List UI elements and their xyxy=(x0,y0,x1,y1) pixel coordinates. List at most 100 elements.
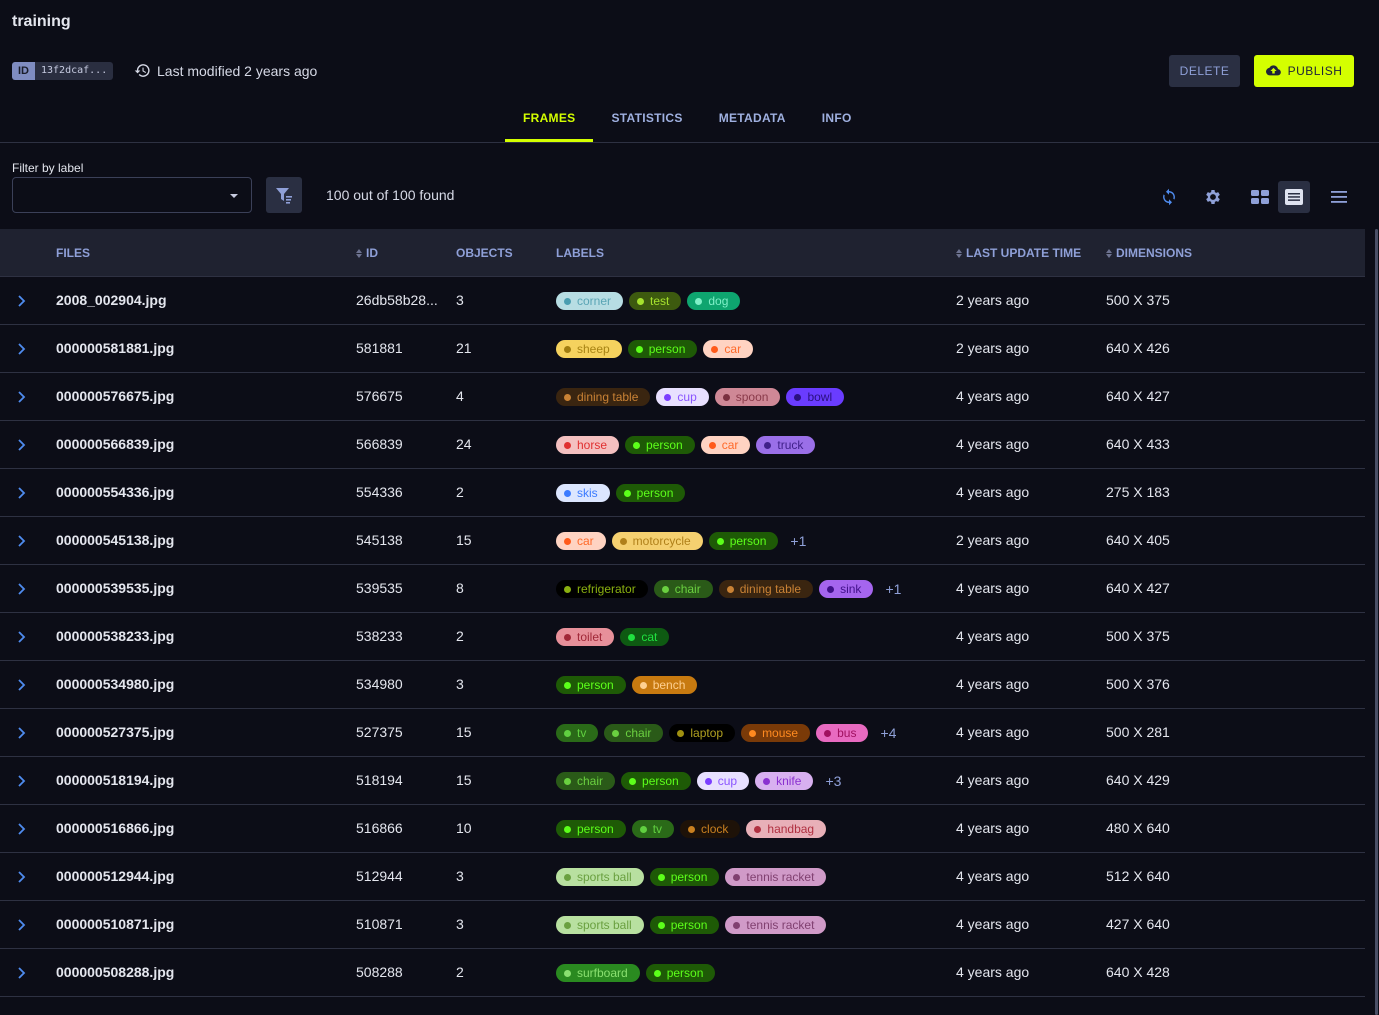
grid-view-button[interactable] xyxy=(1244,181,1276,213)
label-chip: tennis racket xyxy=(725,868,827,886)
last-update-time: 4 years ago xyxy=(956,964,1030,980)
file-name[interactable]: 000000566839.jpg xyxy=(56,436,175,452)
table-row[interactable]: 000000581881.jpg 581881 21 sheep person car 2 … xyxy=(0,325,1365,373)
object-count: 2 xyxy=(456,484,464,500)
delete-button[interactable]: DELETE xyxy=(1169,55,1240,87)
chevron-right-icon[interactable] xyxy=(16,342,28,361)
filter-by-label-select[interactable] xyxy=(12,177,252,213)
table-row[interactable]: 000000545138.jpg 545138 15 car motorcycle per… xyxy=(0,517,1365,565)
last-update-time: 4 years ago xyxy=(956,676,1030,692)
table-row[interactable]: 000000554336.jpg 554336 2 skis person 4 years… xyxy=(0,469,1365,517)
file-name[interactable]: 000000512944.jpg xyxy=(56,868,175,884)
file-name[interactable]: 000000538233.jpg xyxy=(56,628,175,644)
chevron-right-icon[interactable] xyxy=(16,390,28,409)
file-name[interactable]: 2008_002904.jpg xyxy=(56,292,167,308)
dimensions: 640 X 427 xyxy=(1106,388,1170,404)
label-dot xyxy=(657,921,665,929)
label-dot xyxy=(711,345,719,353)
table-row[interactable]: 000000510871.jpg 510871 3 sports ball person… xyxy=(0,901,1365,949)
tab-info[interactable]: INFO xyxy=(821,111,852,125)
label-dot xyxy=(564,681,571,689)
column-labels[interactable]: LABELS xyxy=(556,246,604,260)
id-badge[interactable]: ID 13f2dcaf... xyxy=(12,62,114,80)
column-objects-label: OBJECTS xyxy=(456,246,513,260)
column-last-update[interactable]: LAST UPDATE TIME xyxy=(956,246,1081,260)
more-labels-count[interactable]: +1 xyxy=(885,581,902,597)
table-row[interactable]: 000000508288.jpg 508288 2 surfboard person 4 … xyxy=(0,949,1365,997)
label-dot xyxy=(733,873,741,881)
file-name[interactable]: 000000576675.jpg xyxy=(56,388,175,404)
file-name[interactable]: 000000527375.jpg xyxy=(56,724,175,740)
tab-frames[interactable]: FRAMES xyxy=(505,100,594,142)
chevron-right-icon[interactable] xyxy=(16,678,28,697)
label-text: car xyxy=(577,534,594,548)
file-name[interactable]: 000000539535.jpg xyxy=(56,580,175,596)
chevron-right-icon[interactable] xyxy=(16,486,28,505)
publish-button[interactable]: PUBLISH xyxy=(1254,55,1354,87)
label-chip: clock xyxy=(680,820,741,838)
filter-button[interactable] xyxy=(266,177,302,213)
chevron-right-icon[interactable] xyxy=(16,582,28,601)
file-name[interactable]: 000000510871.jpg xyxy=(56,916,175,932)
menu-button[interactable] xyxy=(1323,181,1355,213)
refresh-button[interactable] xyxy=(1153,181,1185,213)
label-chip: toilet xyxy=(556,628,615,646)
label-list: horse person car truck xyxy=(556,436,816,454)
chevron-right-icon[interactable] xyxy=(16,774,28,793)
table-row[interactable]: 2008_002904.jpg 26db58b28... 3 corner test do… xyxy=(0,277,1365,325)
column-dimensions[interactable]: DIMENSIONS xyxy=(1106,246,1192,260)
more-labels-count[interactable]: +1 xyxy=(790,533,807,549)
file-name[interactable]: 000000518194.jpg xyxy=(56,772,175,788)
column-id[interactable]: ID xyxy=(356,246,378,260)
chevron-right-icon[interactable] xyxy=(16,438,28,457)
tab-metadata[interactable]: METADATA xyxy=(718,111,786,125)
chevron-right-icon[interactable] xyxy=(16,534,28,553)
table-row[interactable]: 000000534980.jpg 534980 3 person bench 4 year… xyxy=(0,661,1365,709)
chevron-right-icon[interactable] xyxy=(16,822,28,841)
table-row[interactable]: 000000518194.jpg 518194 15 chair person cup kn… xyxy=(0,757,1365,805)
table-row[interactable]: 000000566839.jpg 566839 24 horse person car tr… xyxy=(0,421,1365,469)
table-row[interactable]: 000000527375.jpg 527375 15 tv chair laptop mou… xyxy=(0,709,1365,757)
label-text: corner xyxy=(577,294,612,308)
label-list: refrigerator chair dining table sink +1 xyxy=(556,580,901,598)
table-row[interactable]: 000000539535.jpg 539535 8 refrigerator chair… xyxy=(0,565,1365,613)
label-text: sports ball xyxy=(577,870,632,884)
last-update-time: 2 years ago xyxy=(956,532,1030,548)
sort-icon xyxy=(1106,248,1112,258)
chevron-right-icon[interactable] xyxy=(16,870,28,889)
label-list: person bench xyxy=(556,676,698,694)
label-text: person xyxy=(646,438,683,452)
chevron-right-icon[interactable] xyxy=(16,726,28,745)
table-row[interactable]: 000000516866.jpg 516866 10 person tv clock han… xyxy=(0,805,1365,853)
chevron-right-icon[interactable] xyxy=(16,630,28,649)
label-text: sink xyxy=(840,582,862,596)
file-name[interactable]: 000000516866.jpg xyxy=(56,820,175,836)
chevron-right-icon[interactable] xyxy=(16,918,28,937)
list-view-button[interactable] xyxy=(1278,181,1310,213)
chevron-right-icon[interactable] xyxy=(16,966,28,985)
file-name[interactable]: 000000534980.jpg xyxy=(56,676,175,692)
frame-id: 510871 xyxy=(356,916,403,932)
more-labels-count[interactable]: +3 xyxy=(825,773,842,789)
tab-statistics[interactable]: STATISTICS xyxy=(611,111,683,125)
column-files[interactable]: FILES xyxy=(56,246,90,260)
label-text: tv xyxy=(652,822,663,836)
label-dot xyxy=(635,345,643,353)
column-objects[interactable]: OBJECTS xyxy=(456,246,513,260)
settings-button[interactable] xyxy=(1197,181,1229,213)
file-name[interactable]: 000000581881.jpg xyxy=(56,340,175,356)
table-row[interactable]: 000000512944.jpg 512944 3 sports ball person… xyxy=(0,853,1365,901)
table-row[interactable]: 000000538233.jpg 538233 2 toilet cat 4 years … xyxy=(0,613,1365,661)
file-name[interactable]: 000000545138.jpg xyxy=(56,532,175,548)
more-labels-count[interactable]: +4 xyxy=(880,725,897,741)
chevron-right-icon[interactable] xyxy=(16,294,28,313)
label-chip: person xyxy=(645,964,716,982)
file-name[interactable]: 000000554336.jpg xyxy=(56,484,175,500)
file-name[interactable]: 000000508288.jpg xyxy=(56,964,175,980)
object-count: 15 xyxy=(456,772,472,788)
label-text: surfboard xyxy=(577,966,628,980)
label-chip: motorcycle xyxy=(611,532,703,550)
table-row[interactable]: 000000576675.jpg 576675 4 dining table cup sp… xyxy=(0,373,1365,421)
scrollbar[interactable] xyxy=(1375,229,1378,1015)
label-dot xyxy=(653,969,661,977)
